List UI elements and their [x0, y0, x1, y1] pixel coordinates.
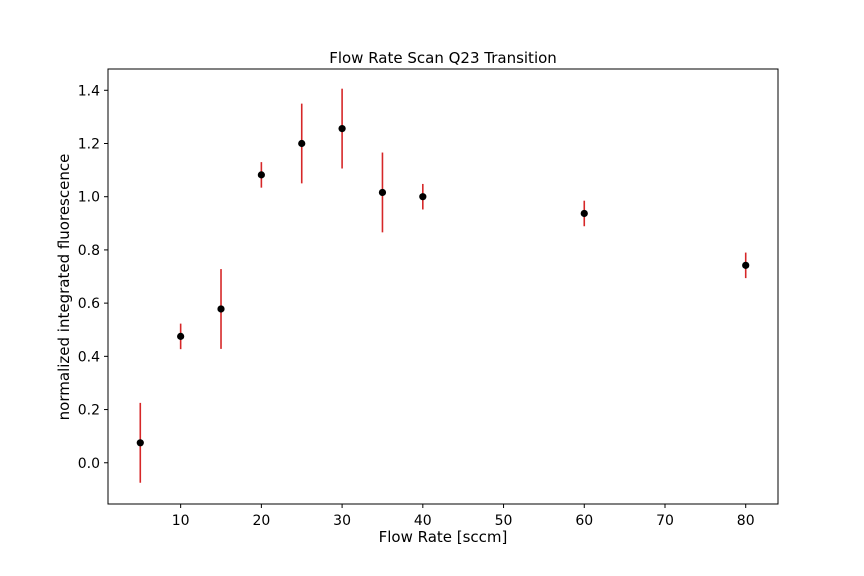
y-tick-label: 0.6 [78, 296, 100, 312]
plot-background [108, 69, 778, 504]
y-axis-label: normalized integrated fluorescence [55, 154, 73, 421]
x-axis: 10 20 30 40 50 60 70 80 [172, 504, 755, 529]
data-point [136, 439, 144, 447]
data-point [257, 171, 265, 179]
y-tick-label: 1.0 [78, 190, 100, 206]
y-tick-label: 1.2 [78, 136, 100, 152]
y-tick-label: 0.0 [78, 456, 100, 472]
data-point [217, 305, 225, 313]
y-tick-label: 1.4 [78, 83, 100, 99]
x-tick-label: 20 [252, 513, 270, 529]
x-tick-label: 30 [333, 513, 351, 529]
x-tick-label: 40 [414, 513, 432, 529]
data-point [338, 124, 346, 133]
point-layer [136, 124, 750, 447]
data-point [378, 188, 387, 197]
x-axis-label: Flow Rate [sccm] [379, 528, 508, 546]
chart-title: Flow Rate Scan Q23 Transition [329, 49, 557, 67]
x-tick-label: 50 [495, 513, 513, 529]
x-tick-label: 60 [575, 513, 593, 529]
x-tick-label: 70 [656, 513, 674, 529]
x-tick-label: 80 [737, 513, 755, 529]
plot-frame [107, 68, 779, 505]
y-tick-label: 0.4 [78, 349, 100, 365]
data-point [177, 332, 185, 340]
data-point [580, 209, 588, 218]
y-tick-label: 0.8 [78, 243, 100, 259]
data-point [419, 193, 427, 201]
y-axis: 0.0 0.2 0.4 0.6 0.8 1.0 1.2 1.4 [78, 83, 108, 472]
data-point [298, 139, 306, 148]
x-tick-label: 10 [172, 513, 190, 529]
data-point [742, 261, 750, 269]
y-tick-label: 0.2 [78, 403, 100, 419]
